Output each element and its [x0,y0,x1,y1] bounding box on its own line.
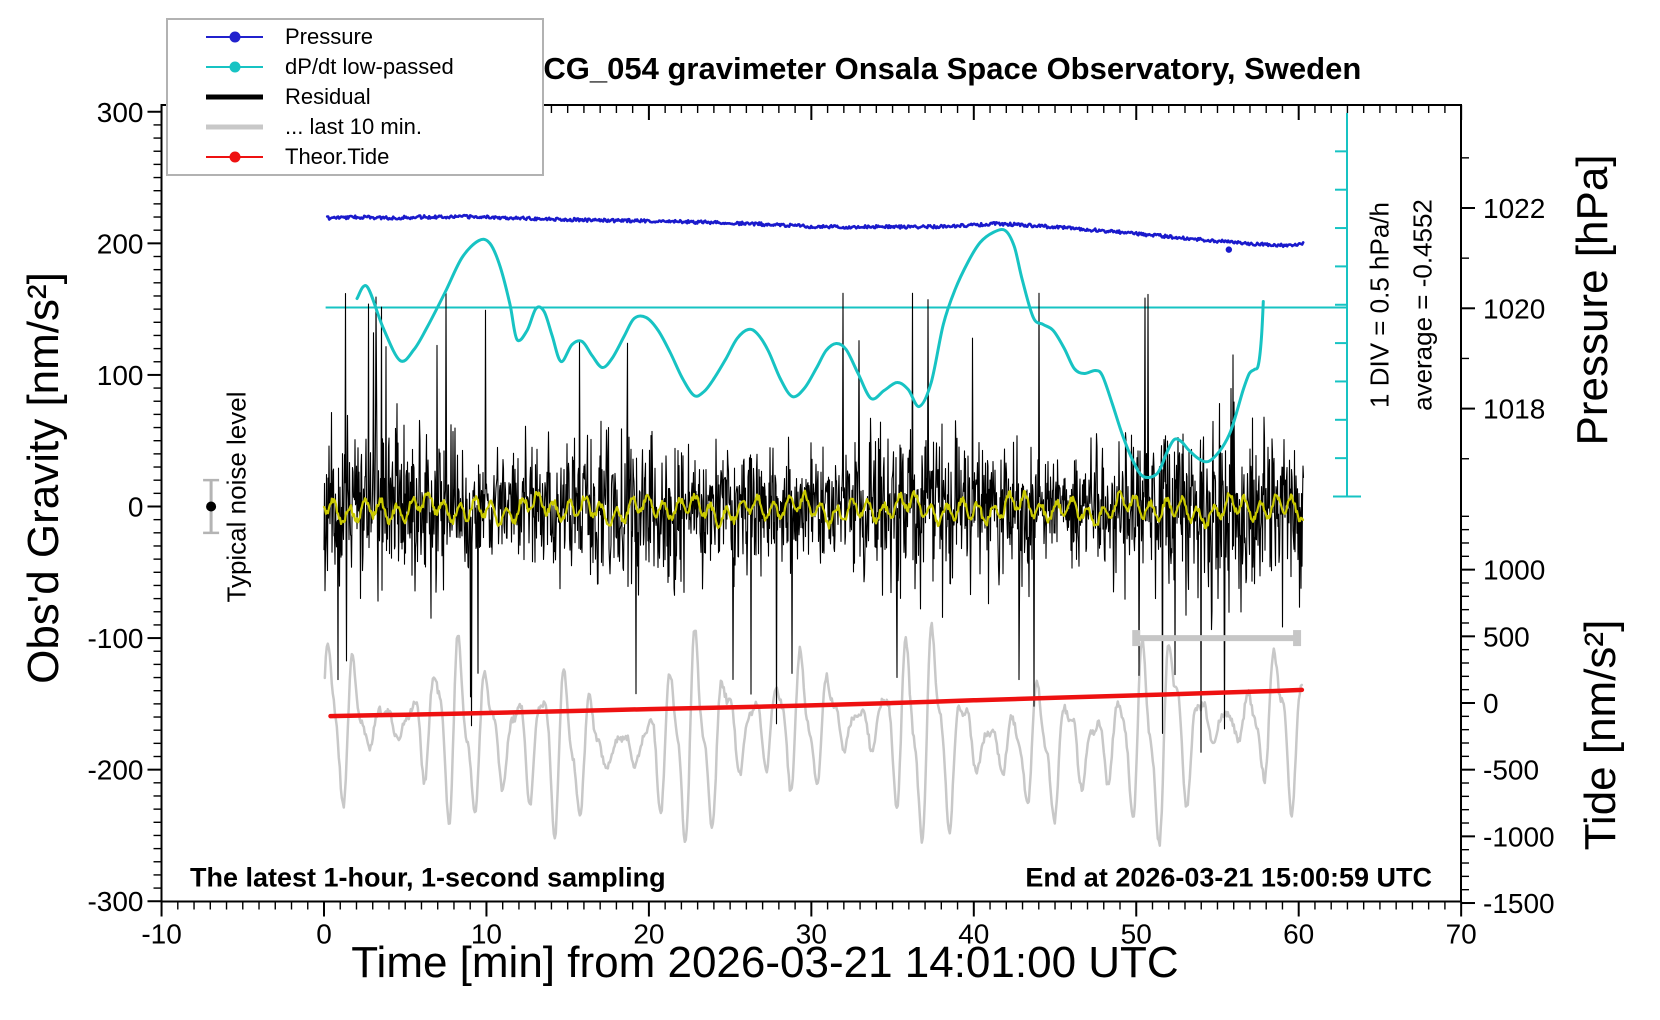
legend-label: Theor.Tide [285,143,390,169]
dpdt-line [355,228,1265,480]
legend-line-sample-icon [206,89,263,104]
average-note: average = -0.4552 [1407,199,1438,411]
legend-line-sample-icon [206,30,263,45]
tide-axis-label: Tide [nm/s²] [1576,619,1625,851]
pressure-tick-label: 1022 [1483,193,1545,224]
gravity-tick-label: -300 [87,886,143,917]
end-time-note: End at 2026-03-21 15:00:59 UTC [1025,862,1432,893]
x-tick-label: -10 [141,919,181,950]
legend-label: Pressure [285,24,374,50]
noise-level-dot [206,501,217,512]
noise-level-marker [203,478,220,535]
x-tick-label: 20 [633,919,664,950]
tide-tick-label: 500 [1483,621,1530,652]
legend-row: dP/dt low-passed [168,53,542,82]
gravity-tick-label: 200 [97,228,144,259]
tide-tick-label: -500 [1483,755,1539,786]
last10min-bar [1132,630,1302,647]
legend-row: Pressure [168,23,542,52]
legend-box: Pressure dP/dt low-passed Residual ... last… [166,18,544,176]
x-tick-label: 10 [471,919,502,950]
legend-label: Residual [285,83,371,109]
div-scale-note: 1 DIV = 0.5 hPa/h [1364,202,1395,408]
x-axis-label: Time [min] from 2026-03-21 14:01:00 UTC [351,938,1179,987]
residual-line [323,292,1305,753]
pressure-line [325,213,1305,253]
gravity-tick-label: 300 [97,97,144,128]
sampling-note: The latest 1-hour, 1-second sampling [190,862,666,893]
tide-tick-label: 0 [1483,688,1499,719]
pressure-axis-label: Pressure [hPa] [1568,154,1617,446]
tick-labels: -10 0 10 20 30 40 50 60 70-300-200-1000100200300… [87,97,1554,950]
legend-line [206,94,263,100]
tide-tick-label: -1500 [1483,888,1555,919]
pressure-tick-label: 1020 [1483,293,1545,324]
theor_tide-line [328,687,1305,719]
gravity-tick-label: -100 [87,623,143,654]
last10-line [323,621,1304,847]
legend-line-sample-icon [206,60,263,75]
legend-line-sample-icon [206,149,263,164]
legend-dot-icon [229,61,240,73]
x-tick-label: 50 [1121,919,1152,950]
legend-line-sample-icon [206,119,263,134]
legend-label: ... last 10 min. [285,113,422,139]
x-tick-label: 30 [796,919,827,950]
legend-label: dP/dt low-passed [285,54,454,80]
x-tick-label: 60 [1283,919,1314,950]
x-tick-label: 40 [958,919,989,950]
x-tick-label: 70 [1446,919,1477,950]
pressure-tick-label: 1018 [1483,394,1545,425]
legend-line [206,124,263,130]
gravity-axis-label: Obs'd Gravity [nm/s²] [19,272,68,684]
gravity-tick-label: 100 [97,360,144,391]
plot-frame-and-ticks [147,104,1475,917]
gravity-tick-label: -200 [87,755,143,786]
pressure-outlier-dot [1225,246,1233,253]
legend-row: ... last 10 min. [168,112,542,141]
legend-dot-icon [229,31,240,43]
tide-tick-label: -1000 [1483,821,1555,852]
tide-tick-label: 1000 [1483,555,1545,586]
residual_lp-line [322,489,1305,530]
noise-level-note: Typical noise level [221,391,252,603]
legend-row: Residual [168,82,542,111]
legend-dot-icon [229,151,240,163]
dpdt-axis [325,113,1361,498]
page-title: SCG_054 gravimeter Onsala Space Observat… [522,51,1362,86]
x-tick-label: 0 [316,919,332,950]
legend-row: Theor.Tide [168,142,542,171]
gravity-tick-label: 0 [128,492,144,523]
